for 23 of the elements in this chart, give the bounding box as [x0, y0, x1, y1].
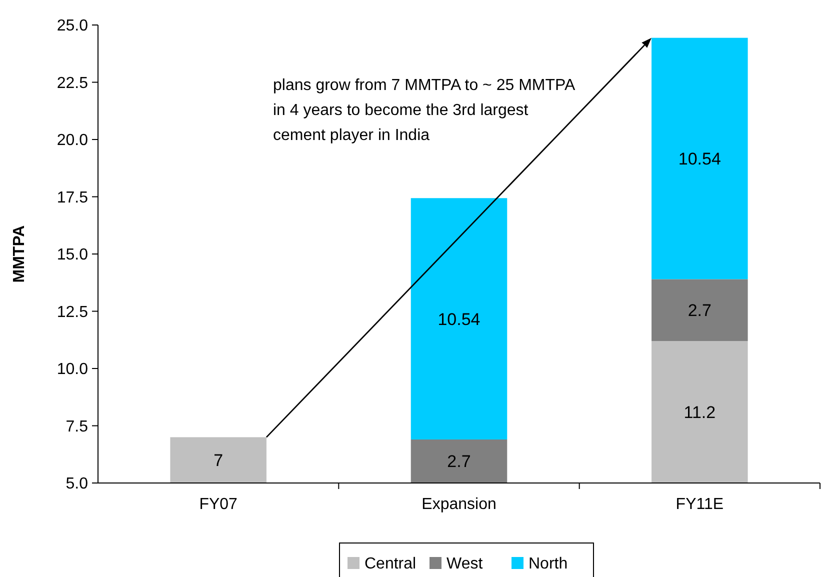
y-tick-label: 15.0 — [56, 246, 88, 264]
y-tick-label: 7.5 — [66, 418, 88, 436]
data-label: 2.7 — [688, 301, 712, 320]
x-tick-label: FY07 — [199, 496, 238, 513]
y-tick-label: 12.5 — [56, 304, 88, 321]
legend-label: Central — [364, 556, 416, 573]
y-axis-title: MMTPA — [11, 224, 28, 283]
data-label: 10.54 — [678, 149, 721, 168]
y-tick-label: 17.5 — [56, 189, 88, 206]
data-label: 11.2 — [684, 402, 716, 422]
data-label: 10.54 — [438, 310, 480, 329]
legend-label: North — [528, 556, 568, 573]
data-label: 7 — [214, 451, 224, 470]
y-tick-label: 22.5 — [56, 74, 88, 92]
y-tick-label: 10.0 — [56, 361, 88, 378]
y-tick-label: 5.0 — [66, 476, 88, 493]
legend-label: West — [446, 556, 484, 573]
y-tick-label: 20.0 — [56, 132, 88, 150]
y-tick-label: 25.0 — [56, 18, 88, 35]
annotation: plans grow from 7 MMTPA to ~ 25 MMTPA in 4 years to become the 3rd largest cement player in India — [273, 77, 576, 144]
data-label: 2.7 — [447, 452, 471, 472]
x-tick-label: FY11E — [676, 496, 724, 513]
x-tick-label: Expansion — [422, 496, 496, 513]
